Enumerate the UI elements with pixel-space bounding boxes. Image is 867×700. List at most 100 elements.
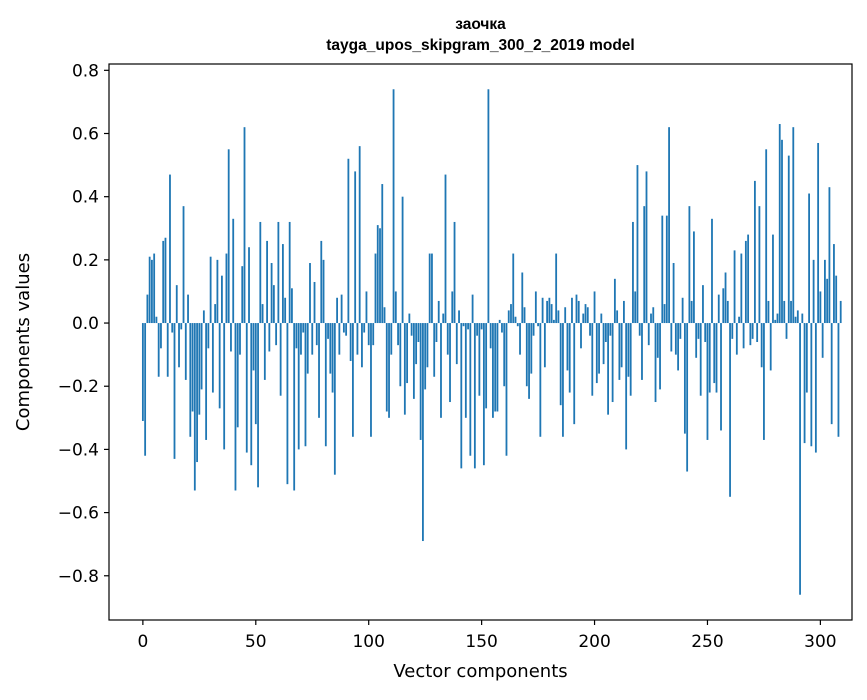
bar xyxy=(227,149,230,324)
bar xyxy=(525,323,528,387)
bar xyxy=(211,323,214,393)
bar xyxy=(528,323,530,399)
bar xyxy=(537,323,539,327)
bar xyxy=(611,323,614,403)
bar xyxy=(433,323,436,377)
bar xyxy=(458,310,460,324)
bar xyxy=(426,323,429,368)
bar xyxy=(799,323,801,595)
bar xyxy=(358,146,361,324)
x-axis-label: Vector components xyxy=(393,661,567,682)
bar xyxy=(340,294,343,324)
x-tick-label: 100 xyxy=(352,632,384,652)
bar xyxy=(205,323,208,440)
bar xyxy=(613,278,616,324)
bar xyxy=(765,149,768,324)
bar xyxy=(580,323,582,349)
bar xyxy=(401,196,404,324)
bar xyxy=(381,184,384,324)
bar xyxy=(805,323,808,393)
bar xyxy=(424,323,427,390)
bar xyxy=(683,323,686,434)
x-tick-label: 50 xyxy=(245,632,267,652)
bar xyxy=(810,323,813,447)
bar xyxy=(708,323,711,393)
bar xyxy=(288,221,291,324)
bar xyxy=(148,256,151,324)
bar xyxy=(417,323,420,342)
y-tick-label: −0.2 xyxy=(58,377,99,397)
bar xyxy=(503,323,506,387)
bar xyxy=(833,244,835,324)
bar xyxy=(794,316,797,324)
bar xyxy=(507,310,510,324)
bar xyxy=(327,323,329,339)
bar xyxy=(347,158,350,324)
bar xyxy=(674,323,677,355)
bar xyxy=(774,319,777,324)
bar xyxy=(625,323,628,450)
bar xyxy=(656,323,659,358)
bar xyxy=(519,323,521,355)
bar xyxy=(169,174,171,324)
bars-group xyxy=(141,89,842,595)
bar xyxy=(281,244,284,324)
bar xyxy=(498,319,501,324)
bar xyxy=(697,323,700,339)
bar xyxy=(202,310,205,324)
bar xyxy=(277,221,280,324)
bar xyxy=(826,278,829,324)
bar xyxy=(758,206,761,324)
bar xyxy=(230,323,232,352)
bar xyxy=(293,323,296,491)
bar xyxy=(835,275,838,324)
bar xyxy=(672,263,675,324)
bar xyxy=(160,323,162,349)
bar xyxy=(286,323,289,485)
bar xyxy=(695,323,698,358)
bar xyxy=(480,323,483,330)
bar xyxy=(318,323,320,418)
bar xyxy=(586,307,589,324)
bar xyxy=(747,234,750,324)
bar xyxy=(390,323,393,355)
bar xyxy=(189,323,192,437)
bar xyxy=(767,300,770,324)
bar xyxy=(266,240,268,324)
bar xyxy=(693,231,695,324)
bar xyxy=(446,323,449,355)
bar xyxy=(595,323,598,384)
bar xyxy=(539,323,542,437)
bar xyxy=(663,304,666,324)
y-axis-label: Components values xyxy=(13,253,34,431)
bar xyxy=(817,142,820,324)
bar xyxy=(555,253,558,324)
bar xyxy=(272,285,275,324)
bar xyxy=(543,323,546,368)
bar xyxy=(363,323,366,333)
bar xyxy=(706,323,709,440)
bar xyxy=(837,323,840,437)
bar xyxy=(487,89,490,324)
bar xyxy=(821,323,824,358)
bar xyxy=(342,323,345,333)
bar xyxy=(641,323,643,380)
bar xyxy=(151,259,153,324)
bar xyxy=(263,323,266,380)
bar xyxy=(729,323,731,497)
bar xyxy=(257,323,259,488)
bar xyxy=(216,259,219,324)
bar xyxy=(733,250,736,324)
bar xyxy=(261,304,264,324)
x-tick-label: 200 xyxy=(578,632,610,652)
bar xyxy=(828,187,831,324)
bar xyxy=(200,323,203,390)
bar xyxy=(494,323,497,412)
bar xyxy=(166,323,169,377)
bar xyxy=(356,323,359,355)
bar xyxy=(320,240,323,324)
bar xyxy=(652,307,655,324)
bar xyxy=(792,127,795,324)
bar xyxy=(291,288,293,324)
